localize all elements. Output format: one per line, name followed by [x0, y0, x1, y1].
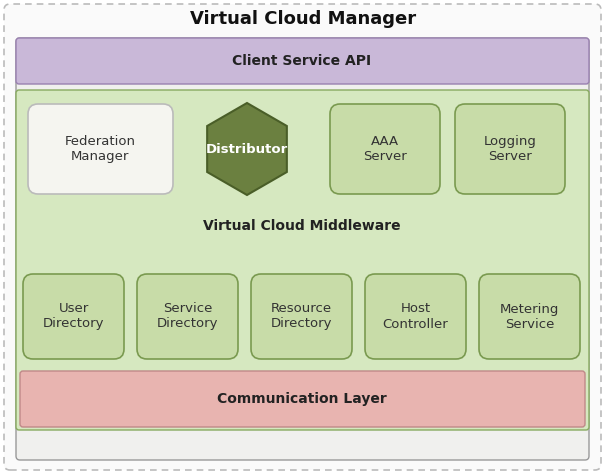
Polygon shape — [207, 103, 287, 195]
FancyBboxPatch shape — [23, 274, 124, 359]
Text: Virtual Cloud Middleware: Virtual Cloud Middleware — [203, 219, 401, 233]
Text: Logging
Server: Logging Server — [484, 135, 536, 163]
FancyBboxPatch shape — [137, 274, 238, 359]
FancyBboxPatch shape — [479, 274, 580, 359]
Text: Communication Layer: Communication Layer — [217, 392, 387, 406]
FancyBboxPatch shape — [4, 4, 601, 470]
Text: Client Service API: Client Service API — [233, 54, 371, 68]
FancyBboxPatch shape — [16, 38, 589, 460]
Text: Distributor: Distributor — [206, 143, 288, 155]
FancyBboxPatch shape — [16, 38, 589, 84]
Text: Service
Directory: Service Directory — [157, 302, 218, 330]
FancyBboxPatch shape — [330, 104, 440, 194]
Text: AAA
Server: AAA Server — [363, 135, 407, 163]
Text: Federation
Manager: Federation Manager — [64, 135, 136, 163]
Text: Virtual Cloud Manager: Virtual Cloud Manager — [190, 10, 416, 28]
FancyBboxPatch shape — [20, 371, 585, 427]
Text: Host
Controller: Host Controller — [382, 302, 448, 330]
FancyBboxPatch shape — [365, 274, 466, 359]
Text: Resource
Directory: Resource Directory — [271, 302, 332, 330]
FancyBboxPatch shape — [28, 104, 173, 194]
Text: Metering
Service: Metering Service — [500, 302, 559, 330]
FancyBboxPatch shape — [251, 274, 352, 359]
FancyBboxPatch shape — [16, 90, 589, 430]
Text: User
Directory: User Directory — [43, 302, 104, 330]
FancyBboxPatch shape — [455, 104, 565, 194]
